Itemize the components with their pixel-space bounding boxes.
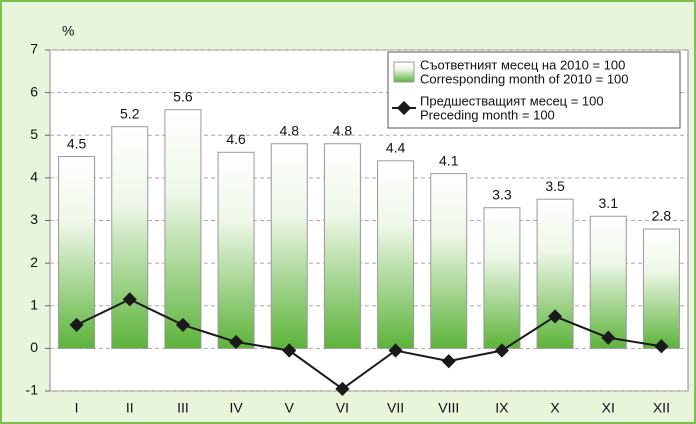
legend-text: Предшестващият месец = 100 [420,93,604,108]
y-tick-label: 3 [30,211,38,227]
bar [536,198,574,349]
marker [122,292,137,307]
x-tick-label: IX [495,400,509,416]
bar [377,160,415,349]
legend-text: Corresponding month of 2010 = 100 [420,71,629,86]
x-tick-label: VIII [438,400,459,416]
bar [164,109,202,349]
value-label: 4.6 [226,131,246,147]
value-label: 3.5 [545,178,565,194]
y-tick-label: 5 [30,126,38,142]
marker [654,339,669,354]
bar [589,215,627,349]
y-tick-label: 1 [30,296,38,312]
marker [229,334,244,350]
x-tick-label: V [285,400,295,416]
value-label: 4.8 [333,122,353,138]
bar [217,151,255,349]
marker [388,343,403,358]
x-tick-label: XI [602,400,615,416]
legend-swatch [396,100,412,116]
legend-box [387,51,681,129]
value-label: 2.8 [652,208,672,224]
y-axis-label: % [62,23,74,39]
bar [270,143,308,349]
value-label: 4.8 [280,122,300,138]
bar [430,173,468,349]
legend-text: Съответният месец на 2010 = 100 [420,57,625,72]
value-label: 4.4 [386,140,406,156]
marker [335,381,350,396]
y-tick-label: 6 [30,83,38,99]
value-label: 4.1 [439,152,459,168]
y-tick-label: -1 [26,382,39,398]
bar [111,126,149,349]
x-tick-label: III [177,400,189,416]
y-tick-label: 7 [30,41,38,57]
legend-text: Preceding month = 100 [420,107,555,122]
bar [483,207,521,349]
y-tick-label: 4 [30,169,38,185]
marker [175,317,190,333]
x-tick-label: VII [387,400,404,416]
line [76,298,662,391]
x-tick-label: II [126,400,134,416]
x-tick-label: I [75,400,79,416]
value-label: 3.3 [492,186,512,202]
marker [601,330,616,345]
y-tick-label: 2 [30,254,38,270]
marker [548,309,563,324]
x-tick-label: XII [653,400,670,416]
x-tick-label: X [550,400,560,416]
marker [441,354,456,369]
value-label: 5.6 [173,88,193,104]
value-label: 4.5 [67,135,87,151]
legend-swatch [393,61,415,83]
bar [323,143,361,349]
value-label: 3.1 [599,195,619,211]
marker [69,317,84,333]
value-label: 5.2 [120,105,140,121]
y-tick-label: 0 [30,339,38,355]
x-tick-label: VI [336,400,349,416]
x-tick-label: IV [229,400,243,416]
bar [58,156,96,349]
marker [494,343,509,358]
bar [642,228,680,349]
marker [282,343,297,358]
